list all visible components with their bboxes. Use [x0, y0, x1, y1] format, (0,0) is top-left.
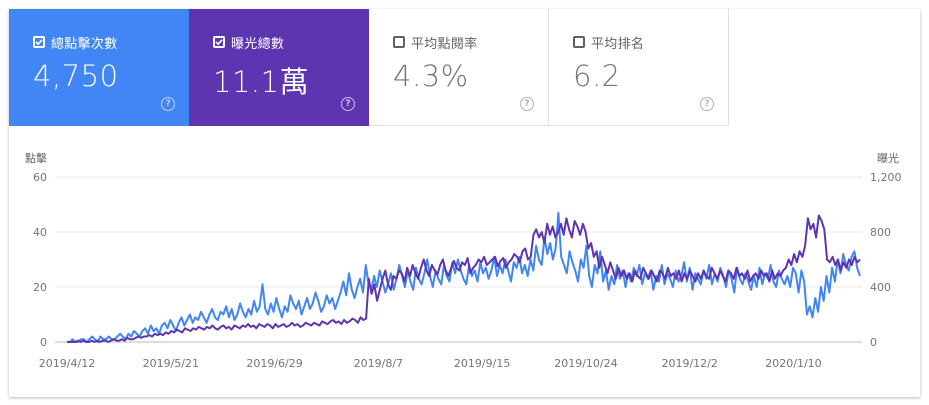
metric-tile-header: 平均排名	[573, 33, 645, 52]
left-tick-label: 40	[33, 226, 47, 239]
left-tick-label: 60	[33, 171, 47, 184]
checkbox-icon[interactable]	[213, 36, 225, 48]
metric-label: 平均點閱率	[411, 36, 478, 52]
performance-chart: 0 0 20 400 40 800 60 1,200 2019/4/12 2019/5/21 201…	[33, 171, 902, 370]
metric-tile-header: 平均點閱率	[393, 33, 478, 52]
x-tick-label: 2019/9/15	[454, 357, 510, 370]
right-axis-title: 曝光	[877, 152, 899, 165]
metric-tile-header: 總點擊次數	[33, 33, 118, 52]
metric-tile-average-ctr[interactable]: 平均點閱率 4.3% ?	[369, 9, 549, 126]
metric-tile-total-impressions[interactable]: 曝光總數 11.1萬 ?	[189, 9, 369, 126]
metric-label: 平均排名	[591, 36, 645, 52]
left-axis-title: 點擊	[25, 152, 47, 165]
metric-label: 曝光總數	[231, 36, 285, 52]
metric-value: 6.2	[573, 59, 621, 93]
x-tick-label: 2019/8/7	[354, 357, 403, 370]
metric-label: 總點擊次數	[51, 36, 118, 52]
help-icon[interactable]: ?	[700, 97, 714, 111]
left-tick-label: 0	[40, 336, 47, 349]
metric-tile-total-clicks[interactable]: 總點擊次數 4,750 ?	[9, 9, 189, 126]
performance-card: 總點擊次數 4,750 ? 曝光總數 11.1萬 ? 平均點閱率 4.3% ?	[9, 9, 920, 397]
help-icon[interactable]: ?	[341, 97, 355, 111]
x-tick-label: 2019/4/12	[39, 357, 95, 370]
left-tick-label: 20	[33, 281, 47, 294]
metric-tile-header: 曝光總數	[213, 33, 285, 52]
x-tick-label: 2019/10/24	[554, 357, 617, 370]
right-tick-label: 400	[870, 281, 891, 294]
x-tick-label: 2019/6/29	[246, 357, 302, 370]
right-tick-label: 1,200	[870, 171, 902, 184]
x-tick-label: 2019/5/21	[143, 357, 199, 370]
right-tick-label: 800	[870, 226, 891, 239]
help-icon[interactable]: ?	[520, 97, 534, 111]
help-icon[interactable]: ?	[161, 97, 175, 111]
x-tick-label: 2020/1/10	[765, 357, 821, 370]
metric-value: 4,750	[33, 59, 119, 93]
right-tick-label: 0	[870, 336, 877, 349]
checkbox-icon[interactable]	[573, 36, 585, 48]
metric-value: 11.1萬	[213, 65, 310, 99]
metric-tile-average-position[interactable]: 平均排名 6.2 ?	[549, 9, 729, 126]
metric-tiles: 總點擊次數 4,750 ? 曝光總數 11.1萬 ? 平均點閱率 4.3% ?	[9, 9, 920, 126]
metric-value: 4.3%	[393, 59, 469, 93]
impressions-series-line	[67, 214, 861, 343]
checkbox-icon[interactable]	[33, 36, 45, 48]
checkbox-icon[interactable]	[393, 36, 405, 48]
x-tick-label: 2019/12/2	[661, 357, 717, 370]
